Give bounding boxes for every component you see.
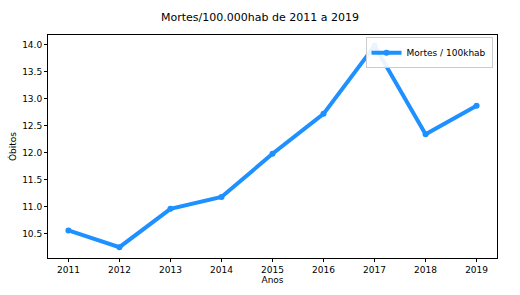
svg-text:Óbitos: Óbitos <box>7 132 18 161</box>
svg-text:13.0: 13.0 <box>22 94 42 104</box>
svg-text:2012: 2012 <box>108 265 131 275</box>
svg-text:2019: 2019 <box>465 265 488 275</box>
svg-text:Anos: Anos <box>261 275 283 285</box>
svg-text:2018: 2018 <box>414 265 437 275</box>
svg-text:2013: 2013 <box>159 265 182 275</box>
svg-text:12.0: 12.0 <box>22 148 42 158</box>
svg-text:11.5: 11.5 <box>22 175 42 185</box>
svg-text:2016: 2016 <box>312 265 335 275</box>
svg-text:13.5: 13.5 <box>22 67 42 77</box>
svg-text:2011: 2011 <box>57 265 80 275</box>
svg-text:Mortes/100.000hab de 2011 a 20: Mortes/100.000hab de 2011 a 2019 <box>161 11 359 24</box>
svg-text:2014: 2014 <box>210 265 233 275</box>
svg-text:10.5: 10.5 <box>22 229 42 239</box>
svg-text:2015: 2015 <box>261 265 284 275</box>
svg-text:2017: 2017 <box>363 265 386 275</box>
svg-text:14.0: 14.0 <box>22 40 42 50</box>
svg-text:12.5: 12.5 <box>22 121 42 131</box>
svg-text:Mortes / 100khab: Mortes / 100khab <box>407 48 486 58</box>
svg-text:11.0: 11.0 <box>22 202 42 212</box>
